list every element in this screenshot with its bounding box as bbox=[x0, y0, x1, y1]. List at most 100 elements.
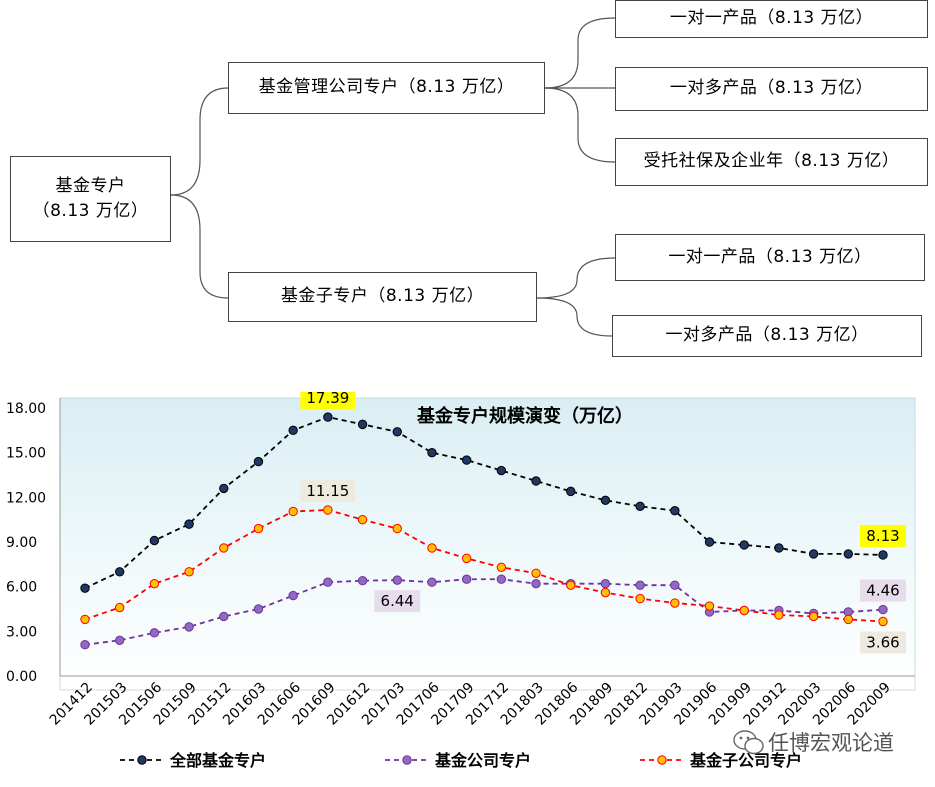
root-node-title: 基金专户 bbox=[55, 175, 126, 196]
data-point bbox=[253, 523, 264, 534]
data-point bbox=[323, 412, 333, 422]
legend-swatch-marker bbox=[402, 755, 412, 765]
series-line bbox=[84, 509, 884, 623]
data-point bbox=[878, 604, 888, 615]
data-point bbox=[114, 567, 125, 577]
mgmt-child-label: 受托社保及企业年（8.13 万亿） bbox=[643, 151, 900, 172]
data-point bbox=[878, 550, 888, 560]
data-point bbox=[461, 553, 472, 564]
data-point bbox=[149, 535, 160, 546]
data-point bbox=[427, 543, 437, 553]
chart-title: 基金专户规模演变（万亿） bbox=[416, 405, 633, 427]
data-point bbox=[149, 578, 160, 589]
y-tick-label: 15.00 bbox=[6, 446, 46, 462]
data-point bbox=[392, 523, 402, 534]
data-point bbox=[323, 577, 333, 587]
data-point bbox=[288, 425, 298, 436]
y-tick-label: 18.00 bbox=[6, 401, 46, 417]
data-point bbox=[600, 587, 611, 598]
data-point bbox=[392, 575, 402, 585]
mgmt-child-node: 一对多产品（8.13 万亿） bbox=[615, 67, 928, 111]
series-layer bbox=[80, 412, 888, 650]
sub-child-node: 一对多产品（8.13 万亿） bbox=[612, 315, 922, 357]
annotation-layer: 17.39 11.15 6.44 8.13 4.46 3.66 bbox=[300, 387, 906, 654]
sub-child-node: 一对一产品（8.13 万亿） bbox=[615, 234, 925, 281]
data-point bbox=[184, 622, 194, 632]
data-label-text: 3.66 bbox=[866, 634, 899, 652]
data-point bbox=[80, 614, 90, 625]
y-tick-label: 9.00 bbox=[6, 535, 37, 551]
data-point bbox=[670, 580, 680, 590]
data-label-bg bbox=[860, 579, 906, 602]
data-point bbox=[323, 505, 333, 515]
y-tick-label: 0.00 bbox=[6, 669, 37, 685]
data-point bbox=[843, 614, 854, 625]
data-point bbox=[808, 549, 819, 559]
sub-child-label: 一对多产品（8.13 万亿） bbox=[665, 325, 869, 346]
series-line bbox=[84, 416, 884, 589]
data-point bbox=[149, 628, 160, 638]
data-point bbox=[253, 456, 264, 467]
data-point bbox=[878, 616, 888, 627]
series-line bbox=[84, 578, 884, 646]
series-group bbox=[80, 505, 888, 627]
data-point bbox=[739, 540, 749, 550]
data-point bbox=[635, 501, 645, 511]
legend-item: 基金子公司专户 bbox=[640, 751, 802, 770]
data-point bbox=[531, 578, 541, 589]
data-label: 4.46 bbox=[860, 579, 906, 602]
series-group bbox=[80, 412, 888, 593]
legend-label: 全部基金专户 bbox=[169, 751, 266, 770]
mgmt-node: 基金管理公司专户（8.13 万亿） bbox=[228, 62, 545, 114]
data-label: 11.15 bbox=[300, 479, 356, 502]
data-point bbox=[219, 483, 229, 494]
plot-area bbox=[59, 397, 916, 691]
mgmt-child-node: 一对一产品（8.13 万亿） bbox=[615, 0, 928, 38]
sub-node: 基金子专户（8.13 万亿） bbox=[228, 272, 537, 322]
data-point bbox=[670, 506, 680, 516]
data-label: 8.13 bbox=[860, 524, 906, 547]
data-point bbox=[114, 635, 125, 645]
mgmt-child-node: 受托社保及企业年（8.13 万亿） bbox=[615, 138, 928, 186]
data-point bbox=[496, 574, 507, 584]
data-label-text: 4.46 bbox=[866, 582, 899, 600]
root-node: 基金专户 （8.13 万亿） bbox=[10, 156, 171, 242]
legend-swatch-marker bbox=[657, 755, 667, 765]
data-label: 3.66 bbox=[860, 631, 906, 654]
mgmt-child-label: 一对一产品（8.13 万亿） bbox=[669, 8, 874, 29]
data-point bbox=[427, 447, 437, 458]
data-label-bg bbox=[300, 387, 356, 410]
data-point bbox=[461, 455, 472, 465]
mgmt-child-label: 一对多产品（8.13 万亿） bbox=[669, 78, 874, 99]
data-point bbox=[843, 549, 854, 559]
tree-connectors bbox=[170, 17, 616, 337]
data-point bbox=[531, 476, 541, 486]
data-label-bg bbox=[860, 631, 906, 654]
watermark: 任博宏观论道 bbox=[733, 730, 894, 755]
chart-legend: 全部基金专户 基金公司专户 基金子公司专户 bbox=[120, 751, 802, 770]
data-point bbox=[635, 580, 645, 590]
data-point bbox=[357, 419, 368, 430]
data-point bbox=[288, 590, 298, 601]
watermark-text: 任博宏观论道 bbox=[768, 731, 894, 755]
data-point bbox=[357, 576, 368, 586]
data-label-bg bbox=[374, 590, 421, 613]
wechat-icon bbox=[733, 730, 764, 755]
data-point bbox=[496, 465, 507, 476]
data-point bbox=[392, 427, 402, 437]
data-point bbox=[80, 640, 90, 650]
y-tick-label: 3.00 bbox=[6, 624, 37, 640]
data-point bbox=[461, 574, 472, 584]
data-point bbox=[635, 593, 645, 604]
sub-child-label: 一对一产品（8.13 万亿） bbox=[668, 246, 872, 267]
data-point bbox=[566, 580, 576, 590]
mgmt-node-label: 基金管理公司专户（8.13 万亿） bbox=[258, 77, 515, 98]
data-point bbox=[808, 611, 819, 622]
legend-swatch-marker bbox=[137, 755, 147, 765]
data-point bbox=[114, 602, 125, 613]
data-point bbox=[184, 567, 194, 577]
data-point bbox=[774, 543, 784, 553]
data-label-text: 11.15 bbox=[306, 482, 349, 500]
data-label-text: 8.13 bbox=[866, 527, 899, 545]
data-point bbox=[566, 486, 576, 497]
